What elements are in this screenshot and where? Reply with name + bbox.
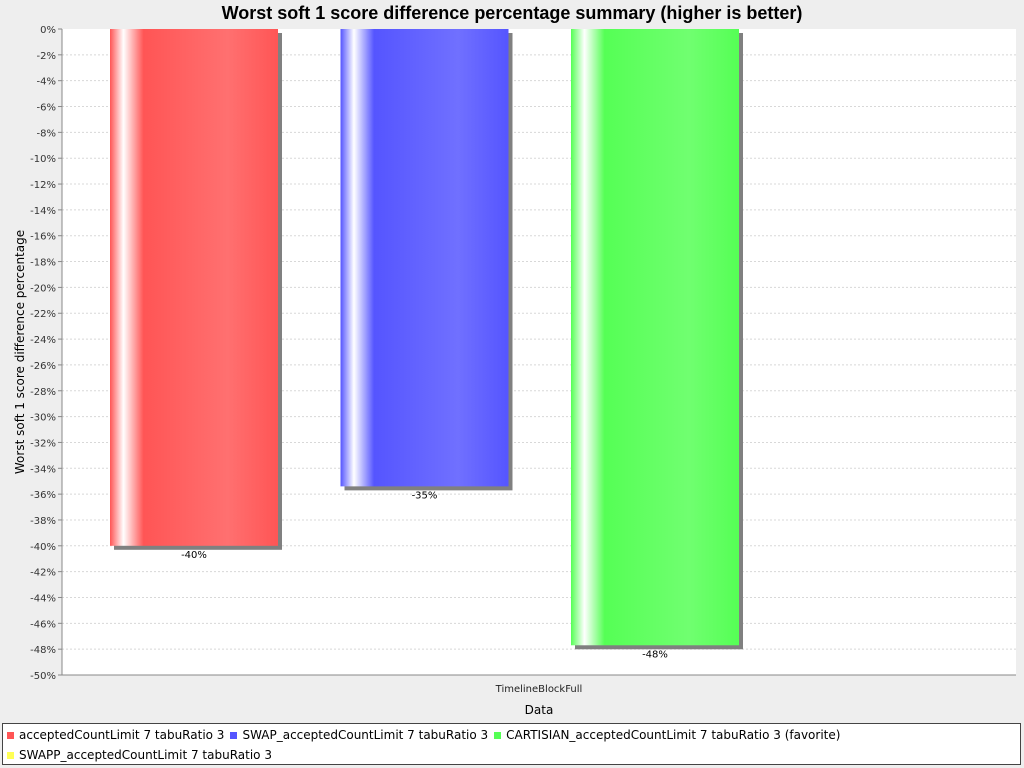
bar-value-label: -40% [181,550,207,561]
y-tick-label: -26% [30,361,56,372]
legend-item: SWAPP_acceptedCountLimit 7 tabuRatio 3 [7,748,272,762]
chart: Worst soft 1 score difference percentage… [13,3,1016,717]
y-tick-label: -6% [37,103,56,114]
y-tick-label: -10% [30,154,56,165]
bar [571,29,739,646]
y-tick-label: -22% [30,309,56,320]
legend-label: acceptedCountLimit 7 tabuRatio 3 [19,728,225,742]
y-tick-label: 0% [40,25,56,36]
y-tick-label: -30% [30,413,56,424]
x-axis-label: Data [525,703,554,717]
legend-item: acceptedCountLimit 7 tabuRatio 3 [7,728,224,742]
y-tick-label: -42% [30,568,56,579]
legend-swatch [230,731,238,739]
legend-item: SWAP_acceptedCountLimit 7 tabuRatio 3 [230,728,488,742]
y-tick-label: -40% [30,542,56,553]
y-tick-label: -24% [30,335,56,346]
legend-swatch [7,731,14,739]
y-tick-label: -12% [30,180,56,191]
y-tick-label: -18% [30,258,56,269]
legend-swatch [7,751,14,759]
y-tick-label: -32% [30,438,56,449]
bar [340,29,509,487]
y-tick-label: -44% [30,593,56,604]
y-tick-label: -48% [30,645,56,656]
bar-value-label: -35% [412,490,438,501]
y-tick-label: -36% [30,490,56,501]
legend: acceptedCountLimit 7 tabuRatio 3 SWAP_ac… [2,723,1021,765]
y-tick-label: -38% [30,516,56,527]
y-tick-label: -16% [30,232,56,243]
data-labels: -40% -35% -48% [181,490,668,660]
bars [110,29,743,650]
y-axis-label: Worst soft 1 score difference percentage [13,230,27,474]
x-category-label: TimelineBlockFull [495,684,583,695]
bar [110,29,278,546]
legend-item: CARTISIAN_acceptedCountLimit 7 tabuRatio… [494,728,840,742]
grid-lines [62,54,1016,650]
legend-label: CARTISIAN_acceptedCountLimit 7 tabuRatio… [506,728,841,742]
chart-title: Worst soft 1 score difference percentage… [222,3,803,23]
y-tick-label: -4% [37,77,56,88]
y-tick-label: -34% [30,464,56,475]
y-tick-label: -8% [37,128,56,139]
y-tick-label: -46% [30,619,56,630]
y-tick-label: -14% [30,206,56,217]
y-tick-label: -28% [30,387,56,398]
y-tick-label: -50% [30,671,56,682]
y-tick-label: -20% [30,283,56,294]
legend-label: SWAP_acceptedCountLimit 7 tabuRatio 3 [242,728,489,742]
legend-label: SWAPP_acceptedCountLimit 7 tabuRatio 3 [19,748,272,762]
y-axis-ticks: 0% -2% -4% -6% -8% -10% -12% -14% -16% -18% -20% -2… [30,25,62,682]
y-tick-label: -2% [37,51,56,62]
legend-swatch [494,731,502,739]
bar-value-label: -48% [642,649,668,660]
